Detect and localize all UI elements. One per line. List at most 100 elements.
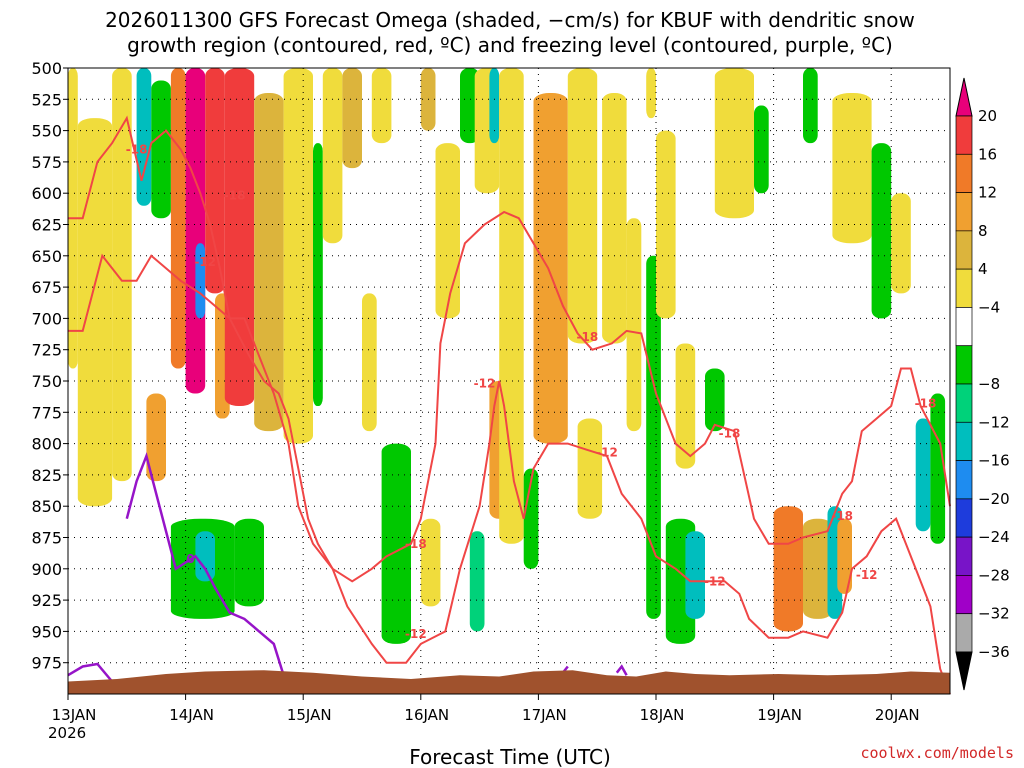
omega-patch (489, 68, 500, 144)
omega-patch (915, 418, 931, 532)
dgz-contour-label: -18 (719, 427, 741, 441)
omega-patch (930, 393, 946, 544)
terrain-fill (68, 670, 950, 694)
omega-patch (499, 68, 524, 544)
dgz-contour-label: -18 (126, 142, 148, 156)
omega-patch (803, 518, 833, 619)
dgz-contours-layer (68, 115, 951, 695)
contour-labels-layer: -18 -18 -12 -12 -18 -18 -12 -12 -12 -18 -18 -12 -18 0 (126, 142, 937, 641)
dgz-contour-minus12 (68, 253, 951, 695)
y-tick-label: 850 (31, 497, 62, 516)
omega-patch (136, 68, 152, 206)
y-tick-label: 975 (31, 654, 62, 673)
colorbar-bin (955, 345, 973, 385)
chart-title-line1: 2026011300 GFS Forecast Omega (shaded, −… (105, 8, 915, 32)
colorbar-bin (955, 421, 973, 461)
omega-patch (646, 255, 661, 619)
omega-patch (533, 93, 568, 444)
omega-patch (626, 218, 642, 432)
y-tick-label: 550 (31, 122, 62, 141)
y-tick-label: 700 (31, 309, 62, 328)
omega-patch (567, 68, 598, 344)
omega-patch (646, 68, 656, 119)
colorbar-tick-label: 12 (978, 184, 997, 202)
omega-patch (469, 531, 485, 632)
omega-patch (420, 518, 441, 607)
colorbar-tick-label: −28 (978, 566, 1010, 584)
omega-patch (205, 68, 225, 294)
y-tick-label: 900 (31, 560, 62, 579)
x-tick-label: 20JAN (875, 706, 920, 724)
y-tick-label: 925 (31, 591, 62, 610)
dgz-contour-label: -12 (856, 568, 878, 582)
omega-patch (362, 293, 377, 432)
omega-patch (313, 143, 323, 407)
omega-patch (871, 143, 892, 319)
x-tick-label: 15JAN (287, 706, 332, 724)
omega-patch (891, 193, 911, 294)
y-tick-label: 600 (31, 184, 62, 203)
freezing-level-label: 0 (186, 552, 194, 566)
dgz-contour-label: -12 (704, 574, 726, 588)
omega-patch (146, 393, 166, 482)
x-tick-label: 19JAN (757, 706, 802, 724)
colorbar-tick-label: 16 (978, 145, 997, 163)
year-label: 2026 (48, 724, 86, 742)
x-axis: 13JAN 14JAN 15JAN 16JAN 17JAN 18JAN 19JAN 20JAN (52, 694, 920, 724)
omega-patch (254, 93, 284, 432)
terrain-layer (68, 670, 950, 694)
colorbar-tick-label: 20 (978, 107, 997, 125)
colorbar-bin (955, 498, 973, 538)
dgz-contour-label: -12 (405, 627, 427, 641)
omega-shading-layer (68, 68, 946, 644)
y-tick-label: 725 (31, 341, 62, 360)
colorbar-bin (955, 115, 973, 155)
dgz-contour-label: -12 (194, 255, 216, 269)
y-tick-label: 950 (31, 622, 62, 641)
colorbar-tick-label: −8 (978, 375, 1000, 393)
y-tick-label: 800 (31, 435, 62, 454)
colorbar-tick-label: −24 (978, 528, 1010, 546)
y-tick-label: 875 (31, 529, 62, 548)
omega-patch (714, 68, 754, 219)
colorbar-bin (955, 613, 973, 653)
freezing-level-contour (67, 662, 114, 683)
omega-patch (195, 531, 215, 582)
colorbar-tick-label: −4 (978, 298, 1000, 316)
y-tick-label: 625 (31, 216, 62, 235)
omega-patch (342, 68, 362, 169)
y-tick-label: 650 (31, 247, 62, 266)
chart-title-line2: growth region (contoured, red, ºC) and f… (127, 33, 893, 57)
y-axis: 500 525 550 575 600 625 650 675 700 725 750 775 800 8… (31, 59, 68, 673)
dgz-contour-label: -12 (596, 445, 618, 459)
omega-patch (832, 93, 872, 244)
freezing-level-contour (615, 664, 628, 676)
omega-patch (602, 93, 627, 344)
colorbar-tick-label: −20 (978, 490, 1010, 508)
colorbar-tick-label: 8 (978, 222, 988, 240)
y-tick-label: 775 (31, 403, 62, 422)
omega-patch (754, 105, 769, 194)
colorbar-tick-label: 4 (978, 260, 988, 278)
y-tick-label: 575 (31, 153, 62, 172)
x-tick-label: 17JAN (522, 706, 567, 724)
omega-patch (185, 68, 206, 394)
dgz-contour-label: -18 (915, 397, 937, 411)
freezing-level-contour (125, 452, 285, 676)
dgz-contour-label: -18 (224, 189, 246, 203)
dgz-contour-label: -12 (474, 377, 496, 391)
x-axis-label: Forecast Time (UTC) (409, 745, 611, 768)
colorbar-bin (955, 192, 973, 232)
omega-patch (195, 243, 206, 319)
x-tick-label: 16JAN (404, 706, 449, 724)
dgz-contour-label: -18 (831, 509, 853, 523)
omega-patch (685, 531, 705, 619)
colorbar-tick-label: −32 (978, 605, 1010, 623)
colorbar-bin (955, 230, 973, 270)
omega-patch (656, 130, 676, 319)
y-tick-label: 825 (31, 466, 62, 485)
omega-patch (322, 68, 343, 244)
omega-patch (435, 143, 460, 319)
colorbar-tick-label: −12 (978, 413, 1010, 431)
